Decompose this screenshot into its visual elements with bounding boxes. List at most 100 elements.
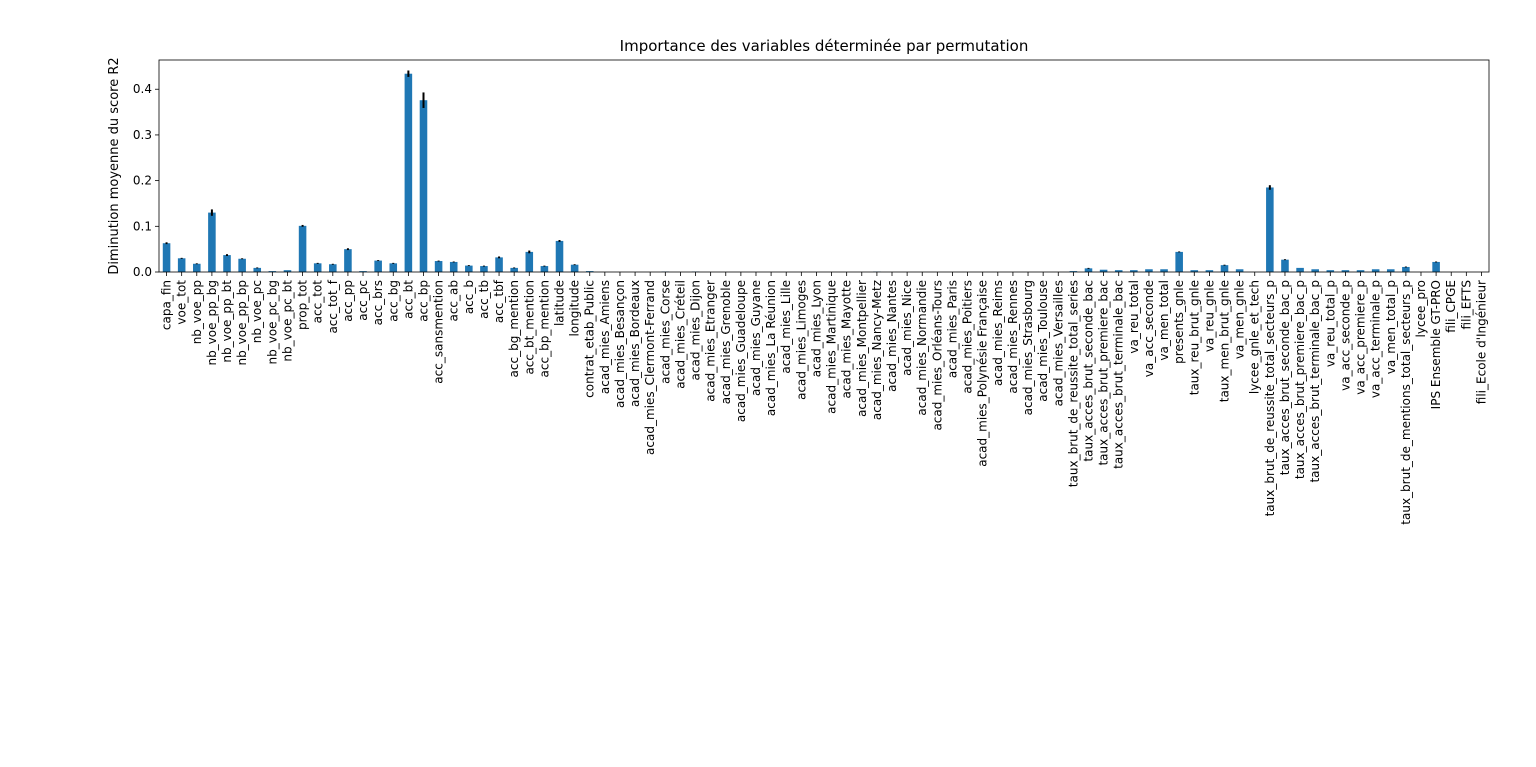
x-tick-label-82: va_men_total_p [1384, 280, 1398, 374]
x-tick-label-12: acc_tot_f [326, 279, 340, 333]
bars-layer [163, 74, 1440, 272]
x-tick-label-10: prop_tot [296, 280, 310, 330]
bar-17 [405, 74, 413, 272]
x-tick-label-25: acc_bt_mention [522, 280, 536, 375]
x-tick-label-1: capa_fin [160, 280, 174, 330]
error-bars-layer [167, 71, 1437, 269]
axes-layer [159, 60, 1489, 272]
x-tick-label-38: acad_mies_Grenoble [719, 280, 733, 404]
x-tick-label-53: acad_mies_Paris [945, 280, 959, 378]
x-tick-label-4: nb_voe_pp_bg [205, 280, 219, 366]
x-tick-label-81: va_acc_terminale_p [1369, 280, 1383, 398]
bar-68 [1175, 252, 1183, 272]
x-tick-label-45: acad_mies_Martinique [825, 280, 839, 414]
bar-27 [556, 241, 564, 272]
x-tick-label-28: longitude [568, 280, 582, 337]
x-tick-label-16: acc_bg [386, 280, 400, 322]
y-ticks-layer: 0.0 0.1 0.2 0.3 0.4 [133, 82, 159, 279]
bar-16 [389, 263, 397, 272]
x-tick-label-22: acc_tb [477, 280, 491, 319]
x-tick-label-32: acad_mies_Bordeaux [628, 280, 642, 407]
x-tick-label-41: acad_mies_La Réunion [764, 280, 778, 416]
y-axis-label: Diminution moyenne du score R2 [107, 57, 122, 274]
bar-77 [1311, 269, 1319, 272]
x-tick-label-85: IPS Ensemble GT-PRO [1429, 280, 1443, 409]
bar-74 [1266, 187, 1274, 272]
x-tick-label-64: taux_acces_brut_terminale_bac [1112, 280, 1126, 469]
x-tick-label-48: acad_mies_Nancy-Metz [870, 280, 884, 420]
x-tick-label-56: acad_mies_Reims [991, 280, 1005, 386]
x-tick-label-60: acad_mies_Versailles [1051, 280, 1065, 406]
y-tick-label-4: 0.3 [133, 128, 152, 142]
x-tick-label-70: va_reu_gnle [1202, 280, 1216, 352]
bar-76 [1296, 268, 1304, 272]
x-tick-label-54: acad_mies_Poitiers [961, 280, 975, 394]
x-tick-label-88: fili_Ecole d'Ingénieur [1474, 280, 1488, 404]
chart-title: Importance des variables déterminée par … [620, 37, 1029, 55]
x-tick-label-67: va_men_total [1157, 280, 1171, 361]
y-tick-label-5: 0.4 [133, 82, 152, 96]
bar-24 [510, 268, 518, 272]
bar-85 [1432, 262, 1440, 272]
x-tick-label-86: fili_CPGE [1444, 280, 1458, 333]
bar-23 [495, 257, 503, 272]
bar-6 [238, 259, 246, 272]
x-tick-label-7: nb_voe_pc [250, 280, 264, 343]
bar-21 [465, 266, 473, 272]
x-tick-label-20: acc_ab [447, 280, 461, 322]
x-tick-label-13: acc_pp [341, 280, 355, 322]
bar-3 [193, 264, 201, 272]
bar-13 [344, 249, 352, 272]
x-tick-label-43: acad_mies_Limoges [794, 280, 808, 400]
bar-71 [1221, 265, 1229, 272]
x-tick-label-36: acad_mies_Dijon [689, 280, 703, 380]
x-tick-label-65: va_reu_total [1127, 280, 1141, 354]
x-tick-label-27: latitude [553, 280, 567, 326]
x-tick-label-59: acad_mies_Toulouse [1036, 280, 1050, 402]
x-tick-label-3: nb_voe_pp [190, 280, 204, 344]
x-tick-label-2: voe_tot [175, 280, 189, 325]
x-tick-label-55: acad_mies_Polynésie Française [976, 280, 990, 467]
x-tick-label-76: taux_acces_brut_premiere_bac_p [1293, 280, 1307, 479]
x-tick-label-73: lycee_gnle_et_tech [1248, 280, 1262, 394]
x-tick-label-78: va_reu_total_p [1323, 280, 1337, 367]
x-tick-label-11: acc_tot [311, 280, 325, 324]
x-tick-label-5: nb_voe_pp_bt [220, 280, 234, 363]
x-tick-label-74: taux_brut_de_reussite_total_secteurs_p [1263, 280, 1277, 516]
bar-62 [1085, 268, 1093, 272]
x-tick-label-17: acc_bt [401, 280, 415, 319]
x-tick-label-40: acad_mies_Guyane [749, 280, 763, 396]
bar-5 [223, 255, 231, 272]
x-tick-label-51: acad_mies_Normandie [915, 280, 929, 416]
x-tick-label-44: acad_mies_Lyon [809, 280, 823, 377]
bar-66 [1145, 269, 1153, 272]
x-tick-label-46: acad_mies_Mayotte [840, 280, 854, 399]
bar-7 [253, 268, 261, 272]
bar-10 [299, 226, 307, 272]
bar-25 [526, 252, 534, 272]
x-tick-label-24: acc_bg_mention [507, 280, 521, 377]
bar-26 [541, 266, 549, 272]
x-tick-label-9: nb_voe_pc_bt [280, 280, 294, 362]
x-tick-label-39: acad_mies_Guadeloupe [734, 280, 748, 422]
bar-19 [435, 261, 443, 272]
x-tick-label-30: acad_mies_Amiens [598, 280, 612, 394]
x-tick-label-47: acad_mies_Montpellier [855, 280, 869, 417]
bar-18 [420, 100, 428, 272]
y-tick-label-2: 0.1 [133, 219, 152, 233]
bar-83 [1402, 267, 1410, 272]
bar-28 [571, 265, 579, 272]
x-tick-label-14: acc_pc [356, 280, 370, 321]
x-tick-label-77: taux_acces_brut_terminale_bac_p [1308, 280, 1322, 483]
x-tick-label-57: acad_mies_Rennes [1006, 280, 1020, 394]
bar-2 [178, 258, 186, 272]
x-tick-label-71: taux_men_brut_gnle [1218, 280, 1232, 402]
x-tick-label-66: va_acc_seconde [1142, 280, 1156, 377]
bar-22 [480, 266, 488, 272]
y-tick-label-1: 0.0 [133, 265, 152, 279]
bar-82 [1387, 269, 1395, 272]
bar-81 [1372, 269, 1380, 272]
x-tick-label-84: lycee_pro [1414, 280, 1428, 337]
y-tick-label-3: 0.2 [133, 174, 152, 188]
x-tick-label-29: contrat_etab_Public [583, 280, 597, 398]
